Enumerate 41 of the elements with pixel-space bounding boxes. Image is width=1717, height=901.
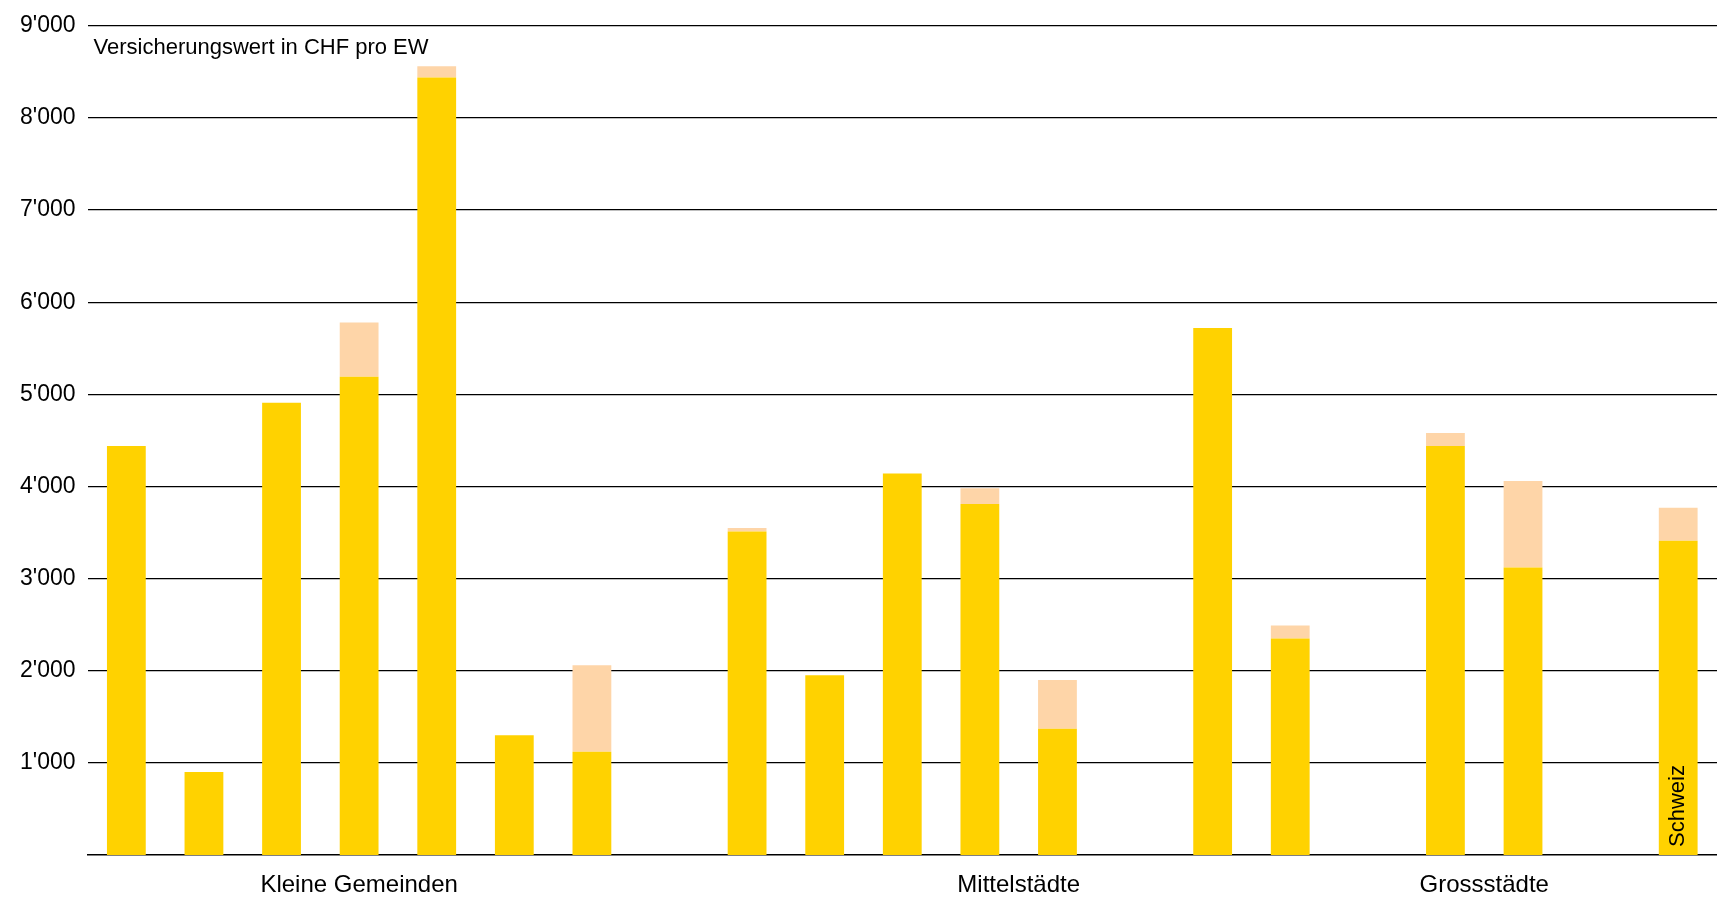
bar: [960, 488, 1000, 504]
bar: [1426, 445, 1465, 855]
bar: [882, 473, 922, 855]
bar: [1658, 507, 1698, 541]
bar: [1270, 625, 1310, 639]
bar: [417, 77, 457, 855]
bar: [727, 527, 767, 532]
bar: [339, 322, 379, 377]
text: Kleine Gemeinden: [260, 869, 458, 897]
x-tick-label: Schweiz: [1664, 765, 1690, 847]
bar: [1426, 433, 1465, 446]
y-tick-label: 7'000: [19, 195, 76, 222]
text: Grossstädte: [1419, 869, 1549, 897]
bar: [960, 503, 1000, 855]
y-axis-title: Versicherungswert in CHF pro EW: [93, 33, 429, 59]
bar: [727, 531, 767, 855]
y-tick-label: 2'000: [19, 656, 76, 683]
bar: [1503, 480, 1543, 568]
bar: [1503, 567, 1543, 855]
bar: [339, 376, 379, 855]
y-tick-label: 4'000: [19, 471, 76, 498]
bar: [572, 751, 612, 855]
y-tick-label: 3'000: [19, 563, 76, 590]
y-tick-label: 5'000: [19, 379, 76, 406]
bar: [1658, 540, 1698, 855]
bar: [805, 675, 845, 855]
bar: [262, 402, 301, 855]
y-tick-label: 9'000: [19, 11, 76, 38]
text: Mittelstädte: [957, 869, 1081, 897]
y-tick-label: 1'000: [19, 748, 76, 775]
bar: [1038, 728, 1077, 855]
bar: [494, 735, 534, 855]
y-tick-label: 8'000: [19, 103, 76, 130]
y-tick-label: 6'000: [19, 287, 76, 314]
bar: [106, 445, 146, 855]
bar: [1270, 638, 1310, 855]
bar: [184, 772, 224, 855]
bar: [1193, 328, 1233, 855]
bar: [417, 66, 457, 78]
bar: [572, 665, 612, 752]
bar: [1038, 679, 1077, 729]
